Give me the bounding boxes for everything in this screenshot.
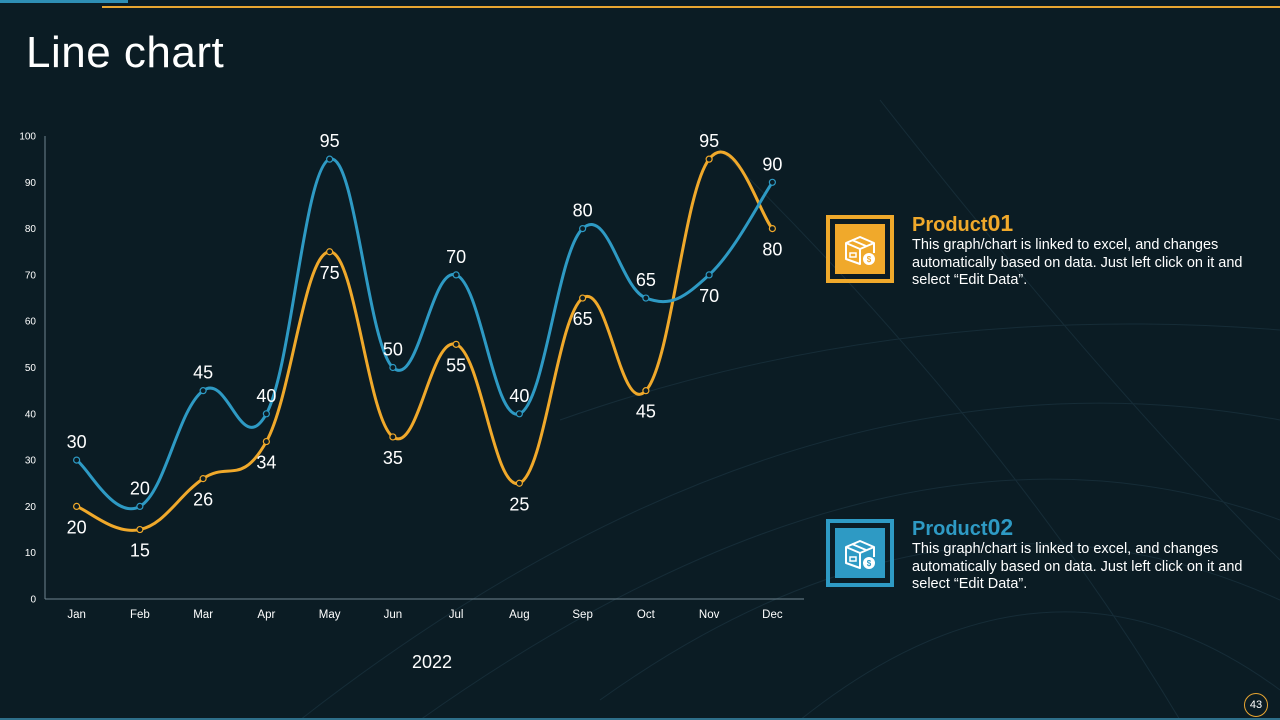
data-point xyxy=(136,525,144,534)
data-point xyxy=(262,410,270,418)
data-label: 20 xyxy=(67,517,87,537)
data-label: 95 xyxy=(320,131,340,151)
series-line xyxy=(75,157,774,511)
data-point xyxy=(768,178,776,186)
legend-number: 01 xyxy=(987,210,1014,236)
y-tick-label: 10 xyxy=(25,548,37,559)
data-label: 25 xyxy=(509,494,529,514)
data-point xyxy=(768,225,776,233)
line-chart: 0 10 20 30 40 50 60 70 80 90 100 Jan Feb Mar Apr May Jun… xyxy=(19,131,804,672)
x-tick-label: Feb xyxy=(130,609,150,621)
x-axis-title: 2022 xyxy=(412,652,452,672)
legend-icon-frame-blue: $ xyxy=(826,519,894,587)
x-tick-label: Nov xyxy=(699,609,720,621)
data-label: 35 xyxy=(383,448,403,468)
data-point xyxy=(705,155,713,163)
data-label: 65 xyxy=(573,309,593,329)
data-label: 34 xyxy=(256,453,276,473)
x-tick-label: Apr xyxy=(257,609,275,621)
data-label: 45 xyxy=(636,402,656,422)
data-label: 15 xyxy=(130,541,150,561)
y-tick-label: 80 xyxy=(25,224,37,235)
data-label: 80 xyxy=(573,201,593,221)
data-label: 45 xyxy=(193,363,213,383)
series-line xyxy=(75,150,774,532)
data-point xyxy=(199,387,207,395)
data-point xyxy=(642,294,650,302)
y-tick-label: 30 xyxy=(25,456,37,467)
data-point xyxy=(389,363,397,372)
legend-title-product-01: Product01 xyxy=(912,210,1013,237)
y-tick-label: 20 xyxy=(25,502,37,513)
svg-text:$: $ xyxy=(867,255,872,264)
x-tick-label: Aug xyxy=(509,609,529,621)
data-label: 40 xyxy=(509,386,529,406)
data-point xyxy=(579,225,587,233)
top-accent-bar-blue xyxy=(0,0,128,3)
y-tick-label: 60 xyxy=(25,317,37,328)
data-label: 26 xyxy=(193,490,213,510)
data-point xyxy=(136,502,144,510)
legend-description-product-01: This graph/chart is linked to excel, and… xyxy=(912,237,1243,288)
data-point xyxy=(452,271,460,279)
data-point xyxy=(262,437,270,446)
y-tick-label: 100 xyxy=(19,132,36,143)
data-label: 90 xyxy=(762,154,782,174)
data-point xyxy=(389,433,397,441)
data-point xyxy=(515,479,523,487)
y-tick-label: 90 xyxy=(25,178,37,189)
data-point xyxy=(73,456,81,464)
legend-description-product-02: This graph/chart is linked to excel, and… xyxy=(912,541,1243,592)
legend-icon-frame-gold: $ xyxy=(826,215,894,283)
x-tick-label: Dec xyxy=(762,609,783,621)
data-point xyxy=(73,502,81,510)
data-point xyxy=(326,248,334,256)
x-tick-label: May xyxy=(319,609,341,621)
data-point xyxy=(705,271,713,279)
svg-text:$: $ xyxy=(867,559,872,568)
y-tick-label: 40 xyxy=(25,409,37,420)
x-tick-label: Mar xyxy=(193,609,213,621)
x-tick-label: Oct xyxy=(637,609,656,621)
data-point xyxy=(642,387,650,395)
data-label: 65 xyxy=(636,270,656,290)
y-tick-label: 70 xyxy=(25,270,37,281)
x-tick-label: Sep xyxy=(572,609,592,621)
page-title: Line chart xyxy=(26,28,225,77)
data-point xyxy=(515,410,523,418)
data-label: 20 xyxy=(130,478,150,498)
x-tick-label: Jul xyxy=(449,609,464,621)
x-tick-label: Jan xyxy=(67,609,86,621)
x-tick-label: Jun xyxy=(384,609,403,621)
box-with-dollar-icon: $ xyxy=(845,540,875,569)
data-label: 80 xyxy=(762,240,782,260)
data-label: 70 xyxy=(699,286,719,306)
data-label: 75 xyxy=(320,263,340,283)
data-label: 30 xyxy=(67,432,87,452)
legend-label: Product xyxy=(912,518,988,540)
data-point xyxy=(199,475,207,483)
data-label: 55 xyxy=(446,355,466,375)
data-point xyxy=(452,340,460,348)
data-label: 95 xyxy=(699,131,719,151)
data-point xyxy=(579,294,587,302)
box-with-dollar-icon: $ xyxy=(845,236,875,265)
legend-number: 02 xyxy=(987,514,1014,540)
legend-label: Product xyxy=(912,214,988,236)
data-label: 50 xyxy=(383,340,403,360)
data-point xyxy=(326,155,334,163)
page-number-badge: 43 xyxy=(1244,693,1268,717)
bottom-accent-line xyxy=(0,718,1280,720)
y-tick-label: 0 xyxy=(30,595,36,606)
data-label: 40 xyxy=(256,386,276,406)
legend-title-product-02: Product02 xyxy=(912,514,1013,541)
data-label: 70 xyxy=(446,247,466,267)
top-accent-line-gold xyxy=(102,6,1280,8)
y-tick-label: 50 xyxy=(25,363,37,374)
